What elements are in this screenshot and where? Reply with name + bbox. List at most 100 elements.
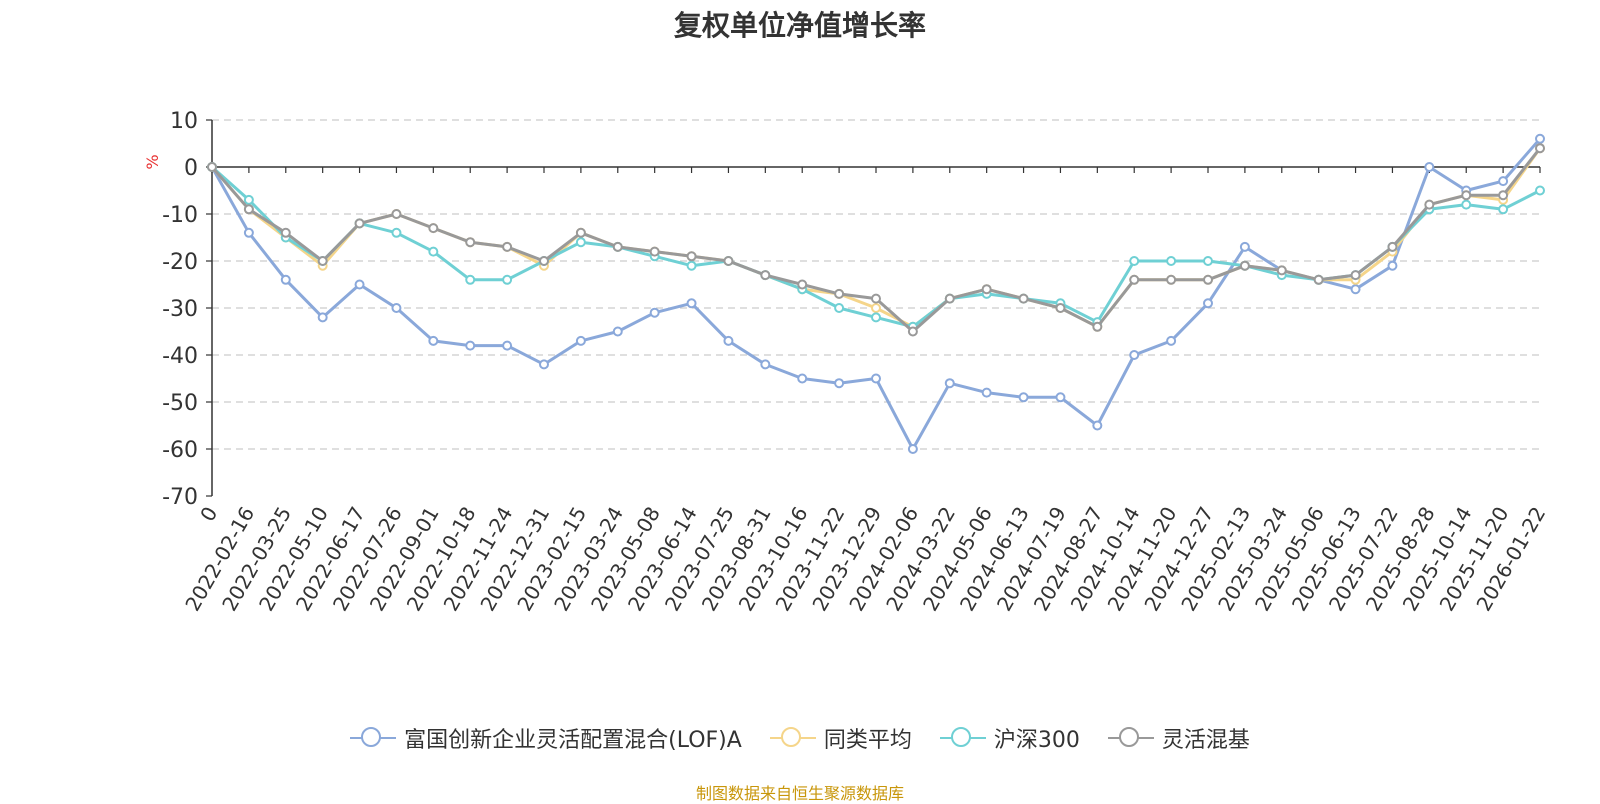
data-point: [760, 270, 771, 281]
legend-item-4[interactable]: 灵活混基: [1107, 722, 1250, 754]
data-point: [1203, 298, 1213, 309]
data-point: [280, 227, 291, 238]
data-point: [1535, 185, 1545, 196]
data-point: [502, 241, 513, 252]
data-point: [1092, 420, 1103, 431]
legend-marker-icon: [769, 725, 816, 751]
data-point: [871, 373, 881, 384]
data-point: [391, 303, 402, 313]
data-point: [465, 237, 476, 248]
legend-marker-icon: [1107, 725, 1154, 751]
legend: 富国创新企业灵活配置混合(LOF)A 同类平均 沪深300 灵活混基: [0, 722, 1600, 754]
data-point: [760, 359, 771, 370]
data-point: [907, 444, 918, 454]
y-tick-label: -40: [162, 344, 198, 369]
data-point: [686, 298, 697, 309]
data-point: [1350, 270, 1361, 281]
data-point: [1535, 133, 1545, 144]
data-point: [797, 373, 808, 384]
data-point: [354, 279, 365, 290]
legend-item-3[interactable]: 沪深300: [939, 722, 1080, 754]
legend-item-2[interactable]: 同类平均: [769, 722, 912, 754]
data-point: [465, 340, 476, 351]
y-axis-label: %: [143, 154, 162, 169]
data-point: [649, 307, 660, 318]
legend-label: 同类平均: [823, 728, 912, 753]
data-point: [502, 274, 513, 285]
data-point: [981, 387, 992, 398]
data-point: [428, 246, 439, 257]
data-point: [1239, 241, 1250, 252]
legend-label: 沪深300: [993, 728, 1080, 753]
data-point: [502, 340, 513, 351]
data-point: [1461, 190, 1472, 201]
data-point: [575, 227, 586, 238]
data-point: [1498, 204, 1509, 215]
data-point: [1387, 241, 1398, 252]
data-point: [1350, 284, 1361, 295]
data-point: [871, 293, 881, 304]
data-point: [1535, 143, 1545, 154]
data-point: [354, 218, 365, 229]
data-point: [1166, 256, 1177, 266]
data-point: [871, 303, 881, 313]
y-tick-label: -20: [162, 250, 198, 275]
data-point: [1203, 256, 1213, 266]
data-point: [1018, 293, 1029, 304]
data-point: [723, 256, 734, 266]
data-point: [1166, 274, 1177, 285]
data-point: [1092, 321, 1103, 332]
data-point: [1129, 256, 1140, 266]
data-point: [1129, 350, 1140, 360]
y-tick-label: -30: [162, 297, 198, 322]
y-tick-label: 10: [170, 109, 198, 134]
data-point: [243, 227, 254, 238]
data-point: [391, 227, 402, 238]
data-point: [428, 223, 439, 234]
grid-layer: [212, 119, 1540, 450]
x-tick-label: 0: [195, 503, 222, 526]
y-tick-label: -60: [162, 438, 198, 463]
data-point: [391, 209, 402, 219]
data-point: [871, 312, 881, 323]
data-point: [797, 279, 808, 290]
data-point: [981, 284, 992, 295]
data-point: [1498, 190, 1509, 201]
data-point: [465, 274, 476, 285]
data-point: [834, 288, 845, 299]
data-point: [1018, 392, 1029, 403]
y-tick-label: -50: [162, 391, 198, 416]
data-point: [317, 312, 328, 323]
data-point: [1424, 162, 1435, 172]
data-point: [834, 378, 845, 389]
data-point: [1203, 274, 1213, 285]
data-point: [428, 335, 439, 346]
data-point: [944, 378, 955, 389]
data-point: [243, 204, 254, 215]
chart-title: 复权单位净值增长率: [673, 9, 926, 42]
legend-label: 灵活混基: [1161, 728, 1250, 753]
source-note: 制图数据来自恒生聚源数据库: [695, 784, 904, 803]
legend-marker-icon: [350, 725, 397, 751]
y-tick-label: -10: [162, 203, 198, 228]
data-point: [539, 359, 549, 370]
data-point: [649, 246, 660, 257]
legend-label: 富国创新企业灵活配置混合(LOF)A: [404, 728, 742, 753]
data-point: [944, 293, 955, 304]
y-tick-label: -70: [162, 485, 198, 510]
data-point: [686, 251, 697, 262]
data-point: [1387, 260, 1398, 271]
data-point: [243, 194, 254, 205]
series-4: [207, 143, 1545, 337]
data-point: [575, 237, 586, 248]
data-point: [1313, 274, 1324, 285]
data-point: [1424, 199, 1435, 210]
data-point: [317, 256, 328, 266]
data-point: [686, 260, 697, 271]
legend-item-1[interactable]: 富国创新企业灵活配置混合(LOF)A: [350, 722, 742, 754]
data-point: [723, 335, 734, 346]
series-layer: [207, 133, 1545, 454]
data-point: [1055, 303, 1066, 313]
data-point: [1129, 274, 1140, 285]
